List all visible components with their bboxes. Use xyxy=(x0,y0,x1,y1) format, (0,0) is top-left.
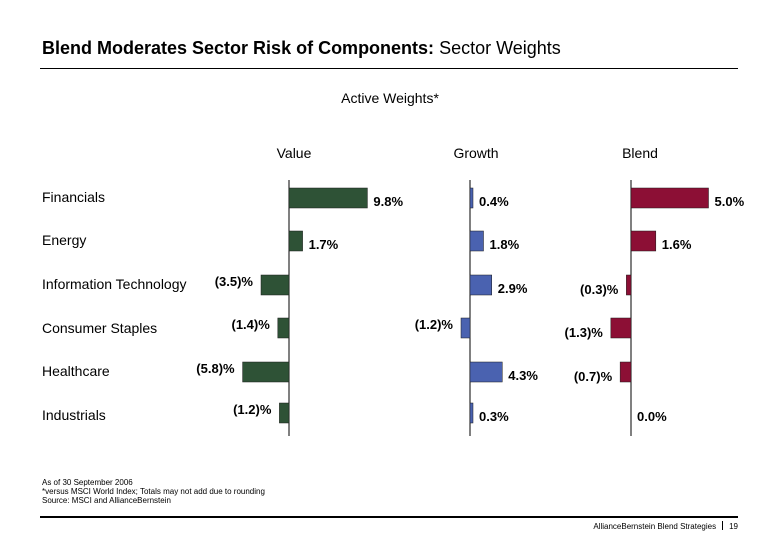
growth-bar-energy xyxy=(469,230,484,252)
value-bar-consumer-staples xyxy=(277,317,290,339)
footnote-benchmark: *versus MSCI World Index; Totals may not… xyxy=(42,487,265,496)
footnote-source: Source: MSCI and AllianceBernstein xyxy=(42,496,171,505)
row-label-information-technology: Information Technology xyxy=(42,276,187,292)
blend-label-industrials: 0.0% xyxy=(637,409,667,424)
row-label-financials: Financials xyxy=(42,189,106,205)
value-label-industrials: (1.2)% xyxy=(233,402,272,417)
growth-label-healthcare: 4.3% xyxy=(508,368,538,383)
page-title: Blend Moderates Sector Risk of Component… xyxy=(42,38,561,59)
value-label-healthcare: (5.8)% xyxy=(196,361,235,376)
value-bar-financials xyxy=(288,187,368,209)
footer-rule xyxy=(40,516,738,518)
growth-label-information-technology: 2.9% xyxy=(498,281,528,296)
column-header-blend: Blend xyxy=(622,145,658,161)
page-number: 19 xyxy=(729,522,738,531)
chart-subtitle: Active Weights* xyxy=(341,90,439,106)
footnote-date: As of 30 September 2006 xyxy=(42,478,133,487)
value-label-information-technology: (3.5)% xyxy=(215,274,254,289)
blend-label-consumer-staples: (1.3)% xyxy=(565,325,604,340)
growth-bar-financials xyxy=(469,187,474,209)
blend-label-financials: 5.0% xyxy=(715,194,745,209)
growth-bar-consumer-staples xyxy=(460,317,471,339)
blend-bar-financials xyxy=(630,187,709,209)
growth-bar-industrials xyxy=(469,402,474,424)
value-label-energy: 1.7% xyxy=(309,237,339,252)
footer-separator xyxy=(722,521,724,530)
value-bar-industrials xyxy=(279,402,290,424)
growth-label-energy: 1.8% xyxy=(490,237,520,252)
growth-bar-healthcare xyxy=(469,361,503,383)
value-bar-healthcare xyxy=(242,361,290,383)
blend-bar-information-technology xyxy=(626,274,632,296)
blend-label-information-technology: (0.3)% xyxy=(580,282,619,297)
value-label-financials: 9.8% xyxy=(373,194,403,209)
footnotes: As of 30 September 2006 *versus MSCI Wor… xyxy=(42,478,265,505)
growth-bar-information-technology xyxy=(469,274,492,296)
column-header-growth: Growth xyxy=(453,145,499,161)
column-header-value: Value xyxy=(276,145,312,161)
footer: AllianceBernstein Blend Strategies 19 xyxy=(593,521,738,531)
blend-bar-energy xyxy=(630,230,657,252)
row-label-industrials: Industrials xyxy=(42,407,106,423)
growth-label-financials: 0.4% xyxy=(479,194,509,209)
blend-label-energy: 1.6% xyxy=(662,237,692,252)
title-bold-part: Blend Moderates Sector Risk of Component… xyxy=(42,38,435,58)
row-label-energy: Energy xyxy=(42,232,87,248)
blend-bar-healthcare xyxy=(619,361,632,383)
growth-label-industrials: 0.3% xyxy=(479,409,509,424)
value-bar-energy xyxy=(288,230,303,252)
growth-label-consumer-staples: (1.2)% xyxy=(415,317,454,332)
footer-text: AllianceBernstein Blend Strategies xyxy=(593,522,717,531)
blend-label-healthcare: (0.7)% xyxy=(574,369,613,384)
title-normal-part: Sector Weights xyxy=(439,38,561,58)
row-label-consumer-staples: Consumer Staples xyxy=(42,320,158,336)
blend-bar-consumer-staples xyxy=(610,317,632,339)
title-rule xyxy=(40,68,738,69)
row-label-healthcare: Healthcare xyxy=(42,363,110,379)
value-label-consumer-staples: (1.4)% xyxy=(232,317,271,332)
value-bar-information-technology xyxy=(260,274,290,296)
